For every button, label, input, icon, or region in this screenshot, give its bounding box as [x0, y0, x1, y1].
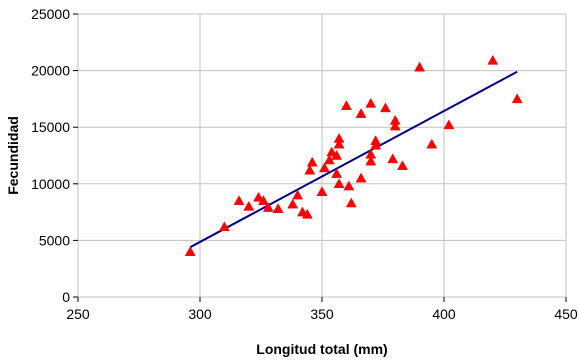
x-tick-label: 250 — [66, 306, 90, 322]
data-points — [184, 54, 523, 256]
data-point-marker — [331, 168, 343, 178]
data-point-marker — [184, 246, 196, 256]
y-tick-label: 20000 — [31, 63, 70, 79]
data-point-marker — [365, 148, 377, 159]
data-point-marker — [345, 197, 357, 208]
y-axis-title: Fecundidad — [5, 116, 21, 195]
data-point-marker — [316, 186, 328, 196]
data-point-marker — [511, 93, 523, 104]
data-point-marker — [343, 180, 355, 191]
data-point-marker — [355, 172, 367, 183]
data-point-marker — [272, 203, 284, 213]
y-tick-label: 15000 — [31, 119, 70, 135]
data-point-marker — [426, 138, 438, 149]
data-point-marker — [340, 100, 352, 110]
data-point-marker — [253, 191, 264, 202]
data-point-marker — [365, 97, 377, 108]
x-tick-label: 450 — [554, 306, 578, 322]
data-point-marker — [287, 198, 299, 209]
data-point-marker — [355, 108, 367, 118]
x-axis-title: Longitud total (mm) — [256, 341, 387, 357]
data-point-marker — [331, 149, 343, 160]
trendline-layer — [189, 70, 518, 249]
data-point-marker — [306, 156, 318, 167]
data-point-marker — [333, 133, 345, 143]
trendline — [189, 70, 518, 249]
data-point-marker — [397, 160, 408, 170]
x-tick-label: 400 — [432, 306, 456, 322]
x-axis-ticks: 250 300 350 400 450 — [66, 297, 578, 322]
data-point-marker — [262, 202, 274, 212]
data-point-marker — [326, 146, 338, 157]
data-point-marker — [243, 200, 255, 211]
data-point-marker — [387, 153, 399, 164]
data-point-marker — [487, 54, 499, 65]
y-tick-label: 25000 — [31, 6, 70, 22]
data-point-marker — [319, 162, 330, 173]
y-tick-label: 10000 — [31, 176, 70, 192]
data-point-marker — [292, 189, 304, 200]
data-point-marker — [370, 139, 382, 150]
data-point-marker — [233, 195, 245, 206]
x-tick-label: 350 — [310, 306, 334, 322]
x-tick-label: 300 — [188, 306, 212, 322]
data-point-marker — [389, 120, 401, 131]
y-axis-ticks: 0 5000 10000 15000 20000 25000 — [31, 6, 78, 305]
data-point-marker — [218, 221, 230, 232]
data-point-marker — [333, 178, 345, 189]
data-point-marker — [380, 102, 391, 113]
data-point-marker — [304, 164, 316, 175]
y-tick-label: 5000 — [39, 232, 70, 248]
data-point-marker — [443, 119, 455, 130]
data-point-marker — [333, 138, 345, 149]
data-point-marker — [301, 208, 313, 219]
data-point-marker — [258, 195, 269, 206]
data-point-marker — [414, 61, 426, 72]
data-point-marker — [365, 155, 377, 166]
y-tick-label: 0 — [62, 289, 70, 305]
